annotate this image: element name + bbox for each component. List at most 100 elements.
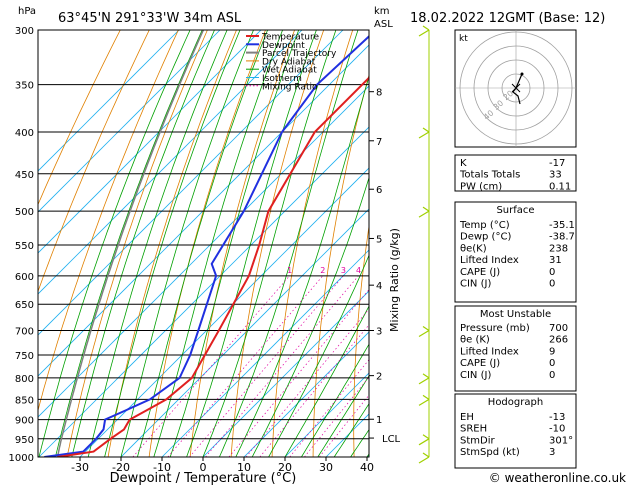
isotherm-line — [38, 30, 344, 336]
altitude-tick-label: 7 — [376, 137, 382, 148]
surface-row-value: -38.7 — [549, 232, 575, 243]
mixing-ratio-line — [245, 308, 369, 457]
surface-row-value: 0 — [549, 267, 555, 278]
asl-label: ASL — [374, 19, 393, 30]
wind-barb — [418, 434, 430, 446]
mixing-ratio-label: 6 — [378, 266, 383, 275]
legend-item: Isotherm — [262, 74, 302, 84]
pressure-tick-label: 750 — [15, 351, 34, 362]
hodograph-row-label: EH — [460, 412, 474, 423]
dry-adiabat-line — [606, 30, 629, 457]
legend-item: Dewpoint — [262, 41, 305, 51]
wet-adiabat-line — [71, 30, 215, 457]
most-unstable-title: Most Unstable — [480, 309, 551, 320]
wet-adiabat-line — [268, 254, 369, 457]
footer-credit: © weatheronline.co.uk — [489, 471, 626, 485]
temperature-tick-label: 40 — [360, 461, 374, 474]
isotherm-line — [38, 30, 180, 172]
indices-box — [454, 154, 577, 192]
parcel-trajectory-line — [56, 30, 205, 457]
hodograph-row-value: -13 — [549, 412, 565, 423]
wet-adiabat-line — [137, 30, 268, 457]
dry-adiabat-line — [38, 30, 121, 206]
mixing-ratio-line — [167, 275, 324, 457]
pressure-tick-label: 450 — [15, 170, 34, 181]
wind-barb — [418, 206, 430, 218]
legend-item: Mixing Ratio — [262, 82, 318, 92]
surface-row-label: Temp (°C) — [459, 220, 510, 231]
wind-barb — [418, 127, 430, 139]
hpa-label: hPa — [18, 6, 36, 17]
surface-row-label: θe(K) — [460, 243, 487, 254]
mixing-ratio-axis-label: Mixing Ratio (g/kg) — [388, 228, 401, 332]
most-unstable-row-label: Lifted Index — [460, 346, 519, 357]
mixing-ratio-label: 2 — [320, 266, 325, 275]
altitude-tick-label: 5 — [376, 234, 382, 245]
pressure-tick-label: 850 — [15, 395, 34, 406]
pressure-tick-label: 650 — [15, 300, 34, 311]
legend-item: Wet Adiabat — [262, 66, 317, 76]
surface-row-label: CIN (J) — [460, 279, 491, 290]
dry-adiabat-line — [38, 30, 150, 293]
pressure-tick-label: 700 — [15, 327, 34, 338]
pressure-tick-label: 550 — [15, 241, 34, 252]
hodograph-row-label: StmSpd (kt) — [460, 447, 520, 458]
isotherm-line — [284, 372, 369, 457]
profiles — [44, 34, 369, 457]
hodograph-row-label: StmDir — [460, 435, 495, 446]
altitude-tick-label: 8 — [376, 88, 382, 99]
wind-barbs — [418, 25, 430, 464]
x-axis-label: Dewpoint / Temperature (°C) — [110, 471, 297, 486]
mixing-ratio-labels: 12346810162025 — [287, 266, 443, 275]
most-unstable-row-label: θe (K) — [460, 335, 490, 346]
pressure-tick-label: 900 — [15, 416, 34, 427]
hodograph-row-value: -10 — [549, 424, 565, 435]
wet-adiabat-line — [186, 30, 317, 457]
hodograph-row-value: 301° — [549, 435, 573, 446]
surface-row-value: 31 — [549, 255, 562, 266]
temperature-tick-label: 10 — [237, 461, 251, 474]
altitude-tick-label: 3 — [376, 327, 382, 338]
mixing-ratio-label: 16 — [433, 266, 443, 275]
isotherm-line — [38, 30, 221, 213]
temperature-profile-line — [57, 76, 369, 457]
wind-barb — [418, 373, 430, 385]
pressure-tick-label: 1000 — [9, 453, 34, 464]
index-row-value: -17 — [549, 158, 565, 169]
hodograph-kt-label: kt — [459, 34, 468, 44]
most-unstable-box — [454, 305, 577, 392]
most-unstable-row-value: 9 — [549, 346, 555, 357]
surface-row-value: 0 — [549, 279, 555, 290]
dry-adiabat-line — [148, 30, 266, 457]
wet-adiabat-line — [284, 305, 369, 457]
most-unstable-row-label: Pressure (mb) — [460, 323, 530, 334]
pressure-tick-label: 600 — [15, 272, 34, 283]
mixing-ratio-label: 3 — [341, 266, 346, 275]
surface-row-value: -35.1 — [549, 220, 575, 231]
most-unstable-row-value: 700 — [549, 323, 568, 334]
most-unstable-row-value: 0 — [549, 370, 555, 381]
most-unstable-row-label: CIN (J) — [460, 370, 491, 381]
wet-adiabat-line — [317, 375, 369, 457]
mixing-ratio-line — [189, 275, 344, 457]
temperature-tick-label: 30 — [319, 461, 333, 474]
mixing-ratio-line — [228, 289, 369, 457]
isotherm-line — [202, 290, 369, 457]
wind-barb — [418, 452, 430, 464]
temperature-tick-label: 20 — [278, 461, 292, 474]
isotherm-line — [243, 331, 369, 457]
storm-motion-marker — [511, 83, 521, 93]
pressure-tick-label: 950 — [15, 435, 34, 446]
wet-adiabat-line — [301, 343, 369, 457]
pressure-tick-label: 300 — [15, 26, 34, 37]
temperature-axis: -30 -20 -10 0 10 20 30 40 — [71, 457, 374, 474]
pressure-tick-label: 800 — [15, 374, 34, 385]
hodograph-row-label: SREH — [460, 424, 487, 435]
altitude-tick-label: 4 — [376, 281, 382, 292]
index-row-label: Totals Totals — [459, 170, 520, 181]
index-row-value: 33 — [549, 170, 562, 181]
index-row-label: PW (cm) — [460, 181, 502, 192]
plot-area: 12346810162025 — [38, 30, 629, 457]
